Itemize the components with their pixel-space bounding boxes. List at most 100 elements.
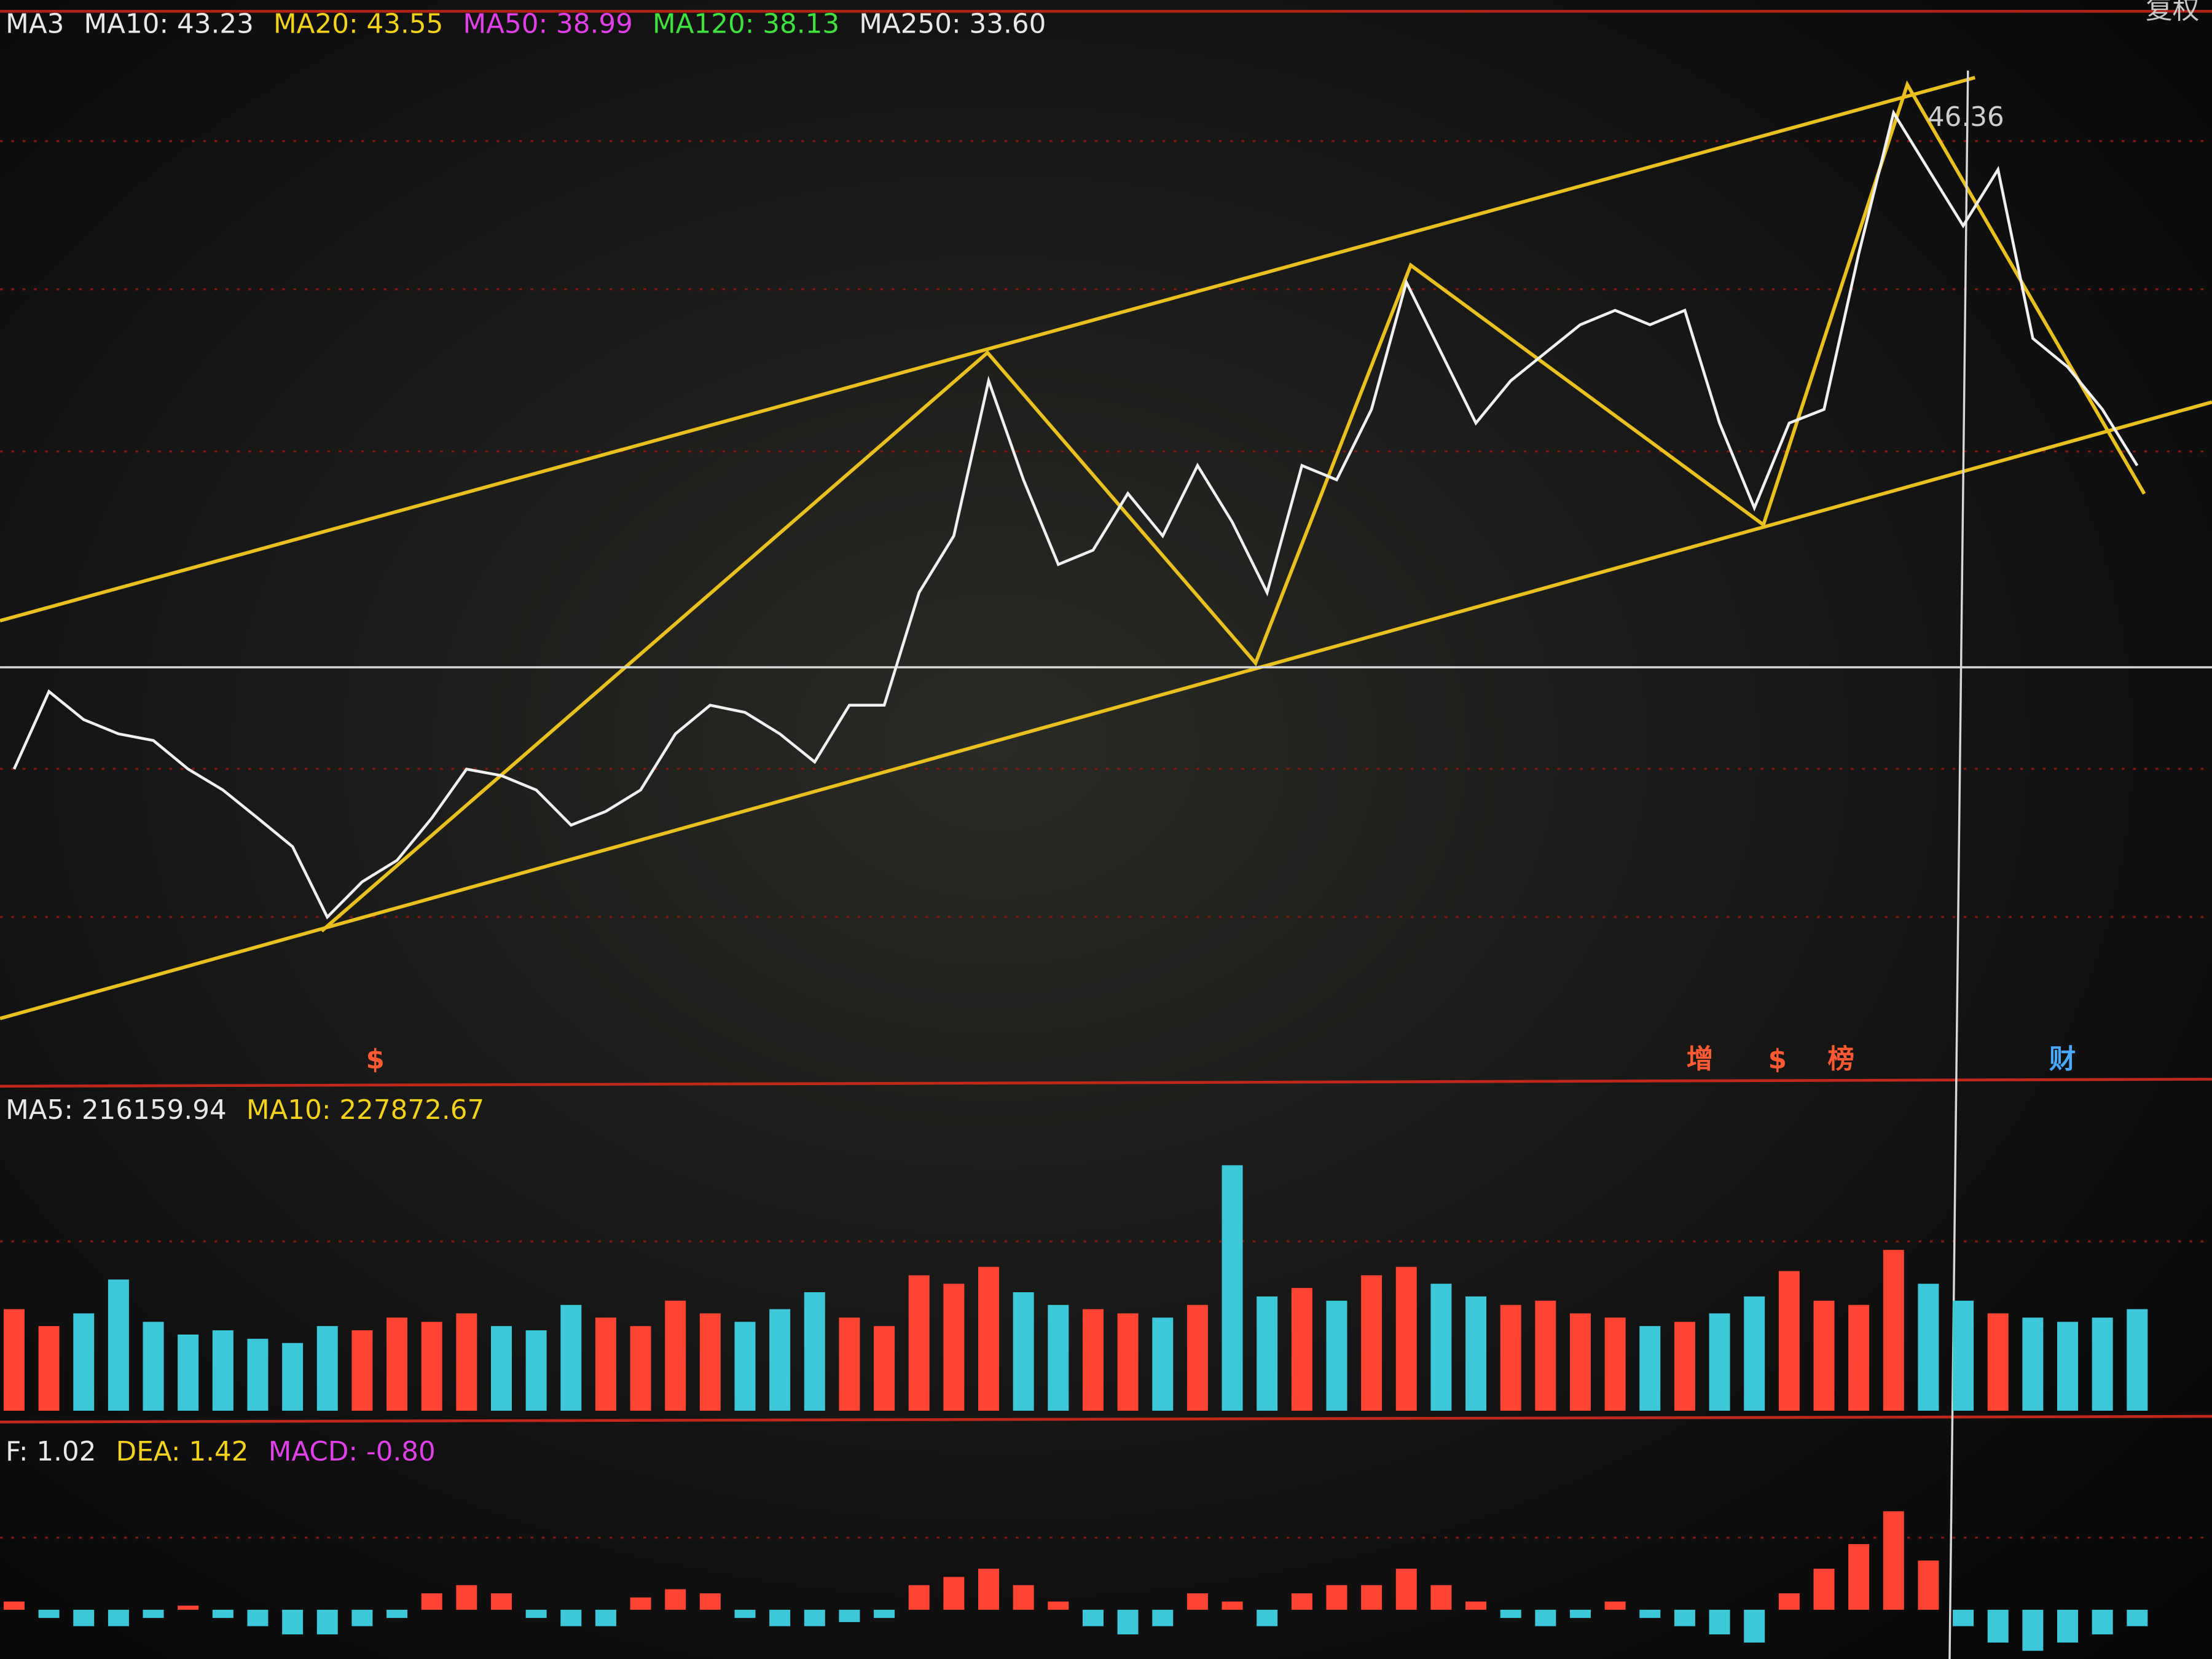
legend-entry: MA3 — [6, 9, 64, 39]
bar — [2092, 1317, 2113, 1411]
bar — [108, 1609, 129, 1626]
bar — [699, 1593, 721, 1610]
bar — [1395, 1266, 1417, 1411]
bar — [316, 1609, 338, 1634]
bar — [1152, 1609, 1174, 1626]
bar — [38, 1609, 60, 1618]
bar — [630, 1597, 651, 1610]
bar — [351, 1330, 373, 1411]
bar — [178, 1334, 199, 1411]
bar — [2057, 1322, 2079, 1411]
trend-lines — [0, 76, 2212, 1021]
bar — [143, 1609, 164, 1618]
bar — [560, 1609, 582, 1626]
legend-entry: MA10: 43.23 — [84, 9, 254, 39]
bar — [351, 1609, 373, 1626]
bar — [1152, 1317, 1174, 1411]
bar — [3, 1601, 25, 1610]
legend-entry: MA120: 38.13 — [653, 9, 839, 39]
bar — [456, 1313, 477, 1411]
bar — [1813, 1569, 1835, 1610]
bar — [2022, 1317, 2044, 1411]
bar — [665, 1300, 686, 1411]
bar — [1813, 1300, 1835, 1411]
bar — [1013, 1585, 1034, 1610]
bar — [1291, 1593, 1312, 1610]
bar — [769, 1609, 791, 1626]
bar — [421, 1593, 442, 1610]
bar — [421, 1322, 442, 1411]
legend-entry: MA250: 33.60 — [859, 9, 1046, 39]
bar — [1186, 1304, 1208, 1411]
bar — [560, 1304, 582, 1411]
bar — [282, 1343, 304, 1411]
bar — [1709, 1313, 1730, 1411]
bar — [2022, 1609, 2044, 1651]
bar — [38, 1326, 60, 1411]
event-marker: 财 — [2049, 1045, 2076, 1075]
bar — [73, 1313, 95, 1411]
bar — [1222, 1165, 1243, 1411]
bar — [490, 1326, 512, 1411]
bar — [2127, 1309, 2148, 1411]
legend-entry: MA10: 227872.67 — [246, 1095, 484, 1126]
bar — [1082, 1609, 1104, 1626]
bar — [1953, 1609, 1974, 1626]
bar — [1257, 1609, 1278, 1626]
bar — [108, 1279, 129, 1411]
grid — [0, 139, 2212, 1539]
legend-entry: MA20: 43.55 — [273, 9, 443, 39]
legend-entry: MA50: 38.99 — [463, 9, 633, 39]
bar — [1848, 1304, 1870, 1411]
bar — [978, 1266, 1000, 1411]
bar — [1535, 1609, 1556, 1626]
bar — [1082, 1309, 1104, 1411]
bar — [1222, 1601, 1243, 1610]
bar — [1848, 1543, 1870, 1610]
bar — [1744, 1296, 1765, 1411]
bar — [1048, 1304, 1069, 1411]
bar — [1430, 1284, 1452, 1411]
bar — [1430, 1585, 1452, 1610]
bar — [908, 1275, 930, 1411]
bar — [247, 1338, 269, 1411]
bar — [943, 1284, 965, 1411]
bar — [1709, 1609, 1730, 1634]
bar — [630, 1326, 651, 1411]
price-line — [12, 109, 2139, 920]
bar — [2057, 1609, 2079, 1643]
bar — [1883, 1250, 1904, 1411]
bar — [908, 1585, 930, 1610]
bar — [595, 1317, 616, 1411]
bar — [386, 1609, 408, 1618]
bar — [1326, 1585, 1347, 1610]
bar — [2127, 1609, 2148, 1626]
bar — [3, 1309, 25, 1411]
event-marker: 榜 — [1827, 1045, 1854, 1075]
bar — [1778, 1271, 1800, 1411]
bar — [2092, 1609, 2113, 1634]
event-marker: $ — [366, 1045, 385, 1075]
bar — [212, 1609, 233, 1618]
bar — [1048, 1601, 1069, 1610]
event-marker: $ — [1768, 1045, 1787, 1075]
bar — [1918, 1560, 1939, 1610]
toolbar-label[interactable]: 复权 — [2146, 0, 2199, 25]
legend-entry: F: 1.02 — [6, 1437, 96, 1467]
crosshair — [1948, 70, 1969, 1659]
bar — [1883, 1511, 1904, 1610]
bar — [73, 1609, 95, 1626]
bar — [247, 1609, 269, 1626]
bar — [1604, 1317, 1626, 1411]
bar — [1953, 1300, 1974, 1411]
bar — [804, 1292, 825, 1411]
bar — [525, 1330, 547, 1411]
panel-border — [0, 1414, 2212, 1424]
bar — [490, 1593, 512, 1610]
bar — [665, 1589, 686, 1610]
bar — [804, 1609, 825, 1626]
bar — [386, 1317, 408, 1411]
panel-border — [0, 1078, 2212, 1088]
bar — [1674, 1609, 1695, 1626]
